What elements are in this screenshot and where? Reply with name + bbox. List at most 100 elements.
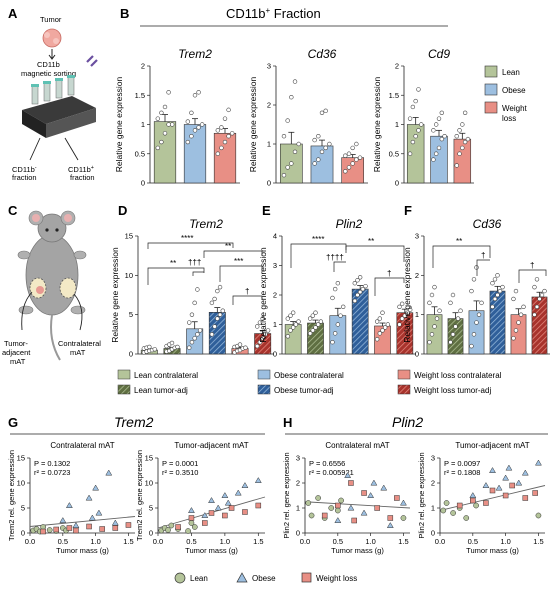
point-B3-2-5 xyxy=(454,134,459,139)
neg-fraction-label: CD11b-fraction xyxy=(12,165,37,182)
y-tick-label-H1-0: 0 xyxy=(296,529,300,538)
y-tick-label-G2-0: 0 xyxy=(149,529,153,538)
y-tick-label-E-1: 1 xyxy=(273,320,277,329)
point-weightloss-H1-2 xyxy=(348,480,354,486)
chart-g-contralateral: Contralateral mAT 0 5 10 15 0.0 0.5 1.0 1.5 Tumor… xyxy=(7,441,136,555)
point-B1-0-2 xyxy=(162,131,168,136)
bar-F-0 xyxy=(426,314,443,355)
scatter-legend-weightloss: Weight loss xyxy=(316,574,357,583)
point-F-1-3 xyxy=(455,316,461,321)
tumor-illustration xyxy=(42,28,62,60)
point-F-2-3 xyxy=(476,312,482,317)
point-B2-1-0 xyxy=(312,161,317,166)
bar-F-3 xyxy=(489,290,506,355)
y-tick-label-H1-1: 1 xyxy=(296,504,300,513)
point-D-5-6 xyxy=(257,320,263,325)
point-B3-1-4 xyxy=(442,134,447,139)
point-weightloss-G1-2 xyxy=(66,525,73,531)
point-F-0-3 xyxy=(434,316,440,321)
point-weightloss-H2-2 xyxy=(483,500,489,506)
point-F-2-7 xyxy=(474,265,479,270)
point-B1-0-1 xyxy=(159,139,164,145)
point-E-4-1 xyxy=(377,331,383,336)
point-obese-G1-7 xyxy=(105,469,113,476)
point-E-0-5 xyxy=(285,316,291,321)
point-E-3-3 xyxy=(360,286,366,292)
point-obese-H1-7 xyxy=(386,521,394,528)
point-B3-0-7 xyxy=(413,98,418,104)
point-B2-1-6 xyxy=(316,134,321,139)
point-lean-H1-4 xyxy=(328,505,335,511)
point-F-2-5 xyxy=(469,288,474,294)
point-weightloss-H2-0 xyxy=(456,502,463,509)
point-obese-G1-2 xyxy=(72,521,80,528)
chart-b-trem2: Trem2 0 0.5 1 1.5 2 Relative gene expression xyxy=(114,47,240,188)
point-B3-0-3 xyxy=(416,128,421,133)
point-B2-2-3 xyxy=(354,157,359,162)
point-B1-1-1 xyxy=(189,134,194,139)
point-B2-1-5 xyxy=(312,137,317,143)
sig-d-3: ††† xyxy=(188,258,201,267)
point-D-3-3 xyxy=(217,312,223,317)
point-B2-0-2 xyxy=(289,161,294,166)
x-tick-label-G1-2: 1.0 xyxy=(90,537,100,546)
point-E-0-2 xyxy=(290,325,296,330)
legend-swatch-wl-contra xyxy=(397,369,411,380)
point-E-5-6 xyxy=(399,301,405,307)
point-F-2-2 xyxy=(474,320,479,325)
point-B1-1-8 xyxy=(196,90,201,95)
sig-e-0: **** xyxy=(312,235,324,244)
point-E-5-3 xyxy=(405,310,410,315)
point-D-5-5 xyxy=(255,324,260,329)
bar-D-2 xyxy=(186,328,204,355)
y-tick-label-F-3: 3 xyxy=(415,232,419,241)
point-E-3-0 xyxy=(352,298,358,304)
point-weightloss-G1-5 xyxy=(99,526,105,532)
chart-title-F: Cd36 xyxy=(473,217,502,231)
panel-letter-f: F xyxy=(404,203,412,218)
point-weightloss-H1-4 xyxy=(361,490,367,496)
point-B1-1-3 xyxy=(196,125,201,130)
point-B3-2-7 xyxy=(460,122,465,127)
y-tick-label-D-1: 5 xyxy=(129,310,133,319)
point-E-4-0 xyxy=(374,337,380,342)
x-tick-label-H1-3: 1.5 xyxy=(398,537,408,546)
point-F-5-3 xyxy=(539,292,545,298)
point-obese-H2-8 xyxy=(535,459,542,466)
point-F-3-3 xyxy=(497,288,503,294)
bar-F-5 xyxy=(531,296,548,355)
point-B3-1-5 xyxy=(431,128,436,133)
point-E-5-1 xyxy=(399,316,405,321)
point-D-2-8 xyxy=(195,287,200,292)
panel-g-title: Trem2 xyxy=(114,414,154,430)
y-tick-label-H2-0: 0 xyxy=(431,529,435,538)
legend-wl-adj: Weight loss tumor-adj xyxy=(414,386,491,395)
point-weightloss-G2-4 xyxy=(222,512,228,519)
point-D-5-4 xyxy=(265,328,271,333)
point-E-1-5 xyxy=(307,316,313,321)
stat-p-H2: P = 0.0097 xyxy=(444,459,480,468)
point-D-4-4 xyxy=(243,345,248,350)
legend-label-obese: Obese xyxy=(502,86,526,95)
y-tick-label-B3-3: 1.5 xyxy=(389,91,399,100)
point-B2-1-4 xyxy=(327,141,332,147)
point-obese-H2-4 xyxy=(502,474,510,481)
y-tick-label-B2-3: 3 xyxy=(267,62,271,71)
point-F-1-2 xyxy=(453,324,458,329)
point-F-3-7 xyxy=(495,273,500,278)
legend-swatch-obese-adj xyxy=(257,384,271,395)
point-F-4-0 xyxy=(511,336,516,341)
y-tick-label-B1-0: 0 xyxy=(141,179,145,188)
point-E-2-7 xyxy=(335,281,341,286)
y-axis-label-G2: Trem2 rel. gene expression xyxy=(135,450,144,541)
point-obese-H2-1 xyxy=(482,481,490,488)
point-B2-1-8 xyxy=(323,108,328,114)
panel-letter-b: B xyxy=(120,6,129,21)
point-B2-1-7 xyxy=(319,110,325,116)
y-tick-label-E-3: 3 xyxy=(273,261,277,270)
point-D-0-7 xyxy=(147,344,152,350)
x-tick-label-G2-1: 0.5 xyxy=(186,537,196,546)
point-B2-2-8 xyxy=(354,141,359,147)
point-B1-2-3 xyxy=(226,134,231,139)
y-tick-label-G1-0: 0 xyxy=(21,529,25,538)
